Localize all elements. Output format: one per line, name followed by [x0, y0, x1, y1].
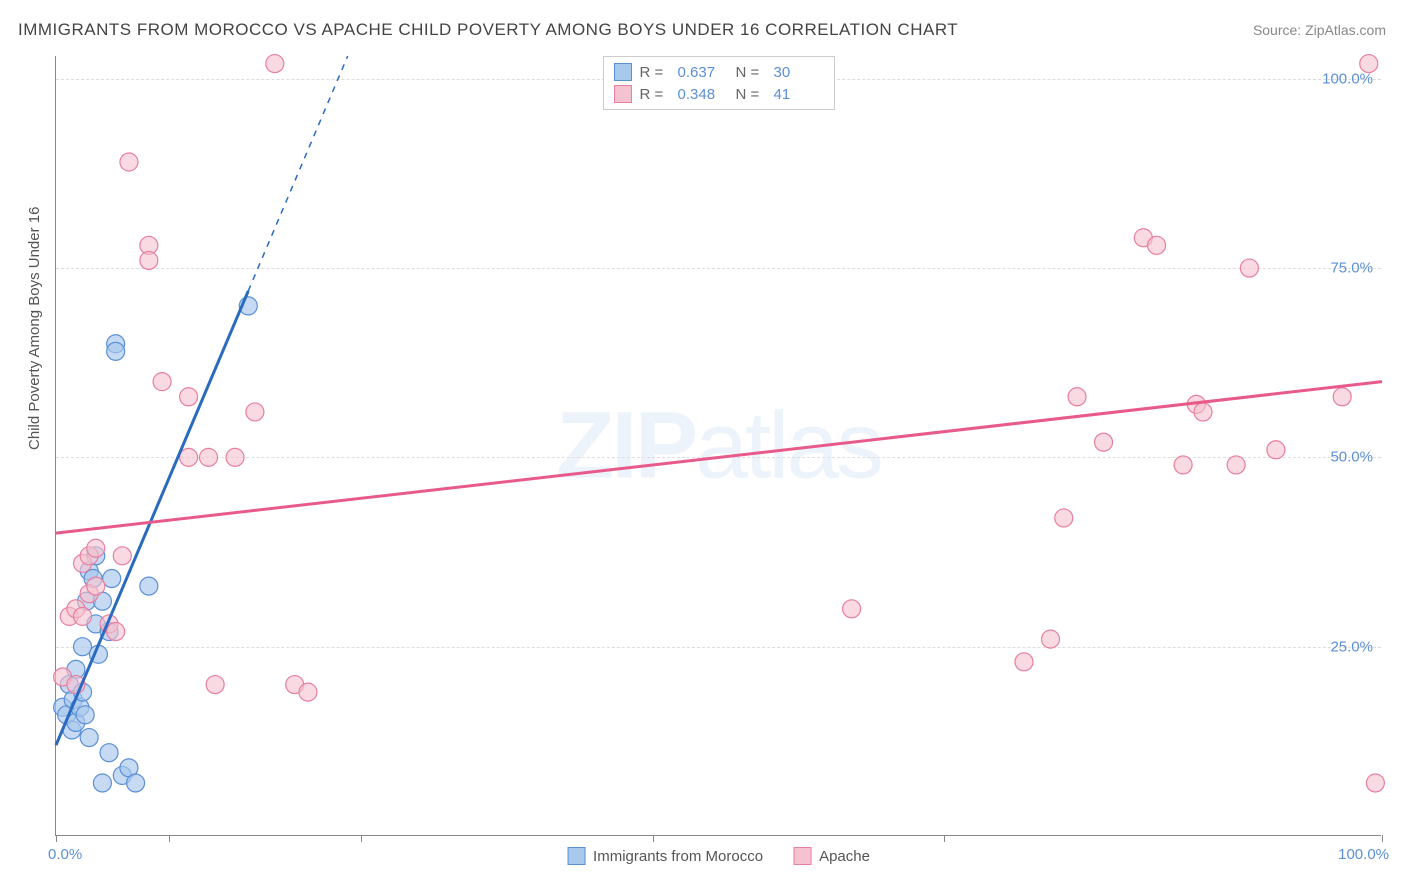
morocco-point [100, 744, 118, 762]
swatch-apache [614, 85, 632, 103]
apache-point [87, 577, 105, 595]
apache-point [140, 251, 158, 269]
morocco-point [103, 570, 121, 588]
scatter-svg [56, 56, 1381, 835]
apache-point [299, 683, 317, 701]
apache-point [1366, 774, 1384, 792]
swatch-morocco [567, 847, 585, 865]
n-label: N = [736, 86, 766, 103]
apache-point [120, 153, 138, 171]
morocco-point [127, 774, 145, 792]
apache-point [1267, 441, 1285, 459]
apache-point [180, 448, 198, 466]
apache-point [1095, 433, 1113, 451]
apache-point [266, 55, 284, 73]
y-axis-label: Child Poverty Among Boys Under 16 [26, 207, 43, 450]
apache-point [843, 600, 861, 618]
source-label: Source: ZipAtlas.com [1253, 22, 1386, 38]
apache-point [226, 448, 244, 466]
apache-point [1174, 456, 1192, 474]
swatch-morocco [614, 63, 632, 81]
correlation-row-apache: R = 0.348 N = 41 [614, 83, 824, 105]
apache-point [246, 403, 264, 421]
series-legend: Immigrants from Morocco Apache [567, 847, 870, 865]
morocco-point [80, 729, 98, 747]
apache-point [199, 448, 217, 466]
legend-label-morocco: Immigrants from Morocco [593, 848, 763, 865]
apache-point [1148, 236, 1166, 254]
legend-item-morocco: Immigrants from Morocco [567, 847, 763, 865]
apache-point [113, 547, 131, 565]
apache-point [1194, 403, 1212, 421]
apache-point [107, 623, 125, 641]
morocco-point [107, 342, 125, 360]
plot-area: ZIPatlas 25.0%50.0%75.0%100.0% R = 0.637… [55, 56, 1381, 836]
apache-point [1068, 388, 1086, 406]
r-label: R = [640, 64, 670, 81]
legend-item-apache: Apache [793, 847, 870, 865]
r-value-morocco: 0.637 [678, 64, 728, 81]
apache-point [1227, 456, 1245, 474]
apache-point [180, 388, 198, 406]
morocco-point [93, 774, 111, 792]
apache-point [1240, 259, 1258, 277]
morocco-point [76, 706, 94, 724]
n-value-apache: 41 [774, 86, 824, 103]
apache-point [1055, 509, 1073, 527]
morocco-point [74, 638, 92, 656]
legend-label-apache: Apache [819, 848, 870, 865]
apache-point [206, 676, 224, 694]
apache-point [153, 373, 171, 391]
apache-point [87, 539, 105, 557]
n-value-morocco: 30 [774, 64, 824, 81]
n-label: N = [736, 64, 766, 81]
swatch-apache [793, 847, 811, 865]
apache-point [1042, 630, 1060, 648]
r-label: R = [640, 86, 670, 103]
apache-point [1360, 55, 1378, 73]
correlation-legend: R = 0.637 N = 30 R = 0.348 N = 41 [603, 56, 835, 110]
morocco-point [140, 577, 158, 595]
correlation-row-morocco: R = 0.637 N = 30 [614, 61, 824, 83]
apache-point [1333, 388, 1351, 406]
x-tick-label-max: 100.0% [1338, 846, 1389, 863]
x-tick-label-min: 0.0% [48, 846, 82, 863]
chart-title: IMMIGRANTS FROM MOROCCO VS APACHE CHILD … [18, 20, 958, 40]
apache-point [1015, 653, 1033, 671]
apache-point [74, 607, 92, 625]
r-value-apache: 0.348 [678, 86, 728, 103]
